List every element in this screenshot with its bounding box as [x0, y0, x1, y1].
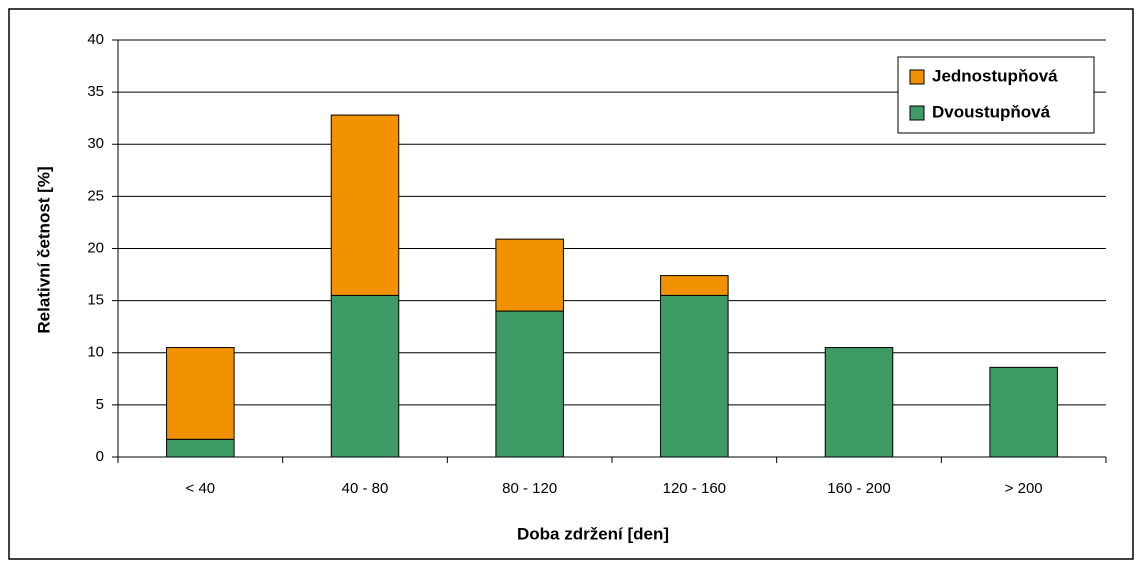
y-tick-label: 25	[87, 187, 104, 204]
x-tick-label: 160 - 200	[827, 480, 890, 497]
y-tick-label: 20	[87, 239, 104, 256]
y-tick-label: 10	[87, 344, 104, 361]
y-tick-label: 15	[87, 292, 104, 309]
bar-segment	[495, 310, 564, 458]
y-tick-label: 5	[96, 396, 104, 413]
legend-box	[897, 56, 1095, 134]
bar-segment	[495, 238, 564, 312]
bar-segment	[166, 438, 235, 458]
x-tick-label: 120 - 160	[663, 480, 726, 497]
bar-segment	[660, 294, 729, 458]
x-tick-label: < 40	[186, 480, 216, 497]
bar-segment	[660, 275, 729, 296]
legend-swatch	[909, 69, 925, 85]
bar-segment	[989, 366, 1058, 458]
x-tick-label: 80 - 120	[502, 480, 557, 497]
bar-segment	[824, 347, 894, 458]
y-axis-title: Relativní četnost [%]	[34, 166, 53, 333]
bar-segment	[330, 294, 400, 458]
y-tick-label: 35	[87, 83, 104, 100]
bar-segment	[166, 347, 235, 440]
y-tick-label: 0	[96, 448, 104, 465]
legend-swatch	[909, 105, 925, 121]
y-tick-label: 30	[87, 135, 104, 152]
y-tick-label: 40	[87, 31, 104, 48]
x-tick-label: 40 - 80	[342, 480, 389, 497]
bar-segment	[330, 114, 400, 296]
legend-label: Jednostupňová	[932, 66, 1058, 85]
x-axis-title: Doba zdržení [den]	[517, 524, 669, 543]
legend-label: Dvoustupňová	[932, 102, 1051, 121]
x-tick-label: > 200	[1005, 480, 1043, 497]
